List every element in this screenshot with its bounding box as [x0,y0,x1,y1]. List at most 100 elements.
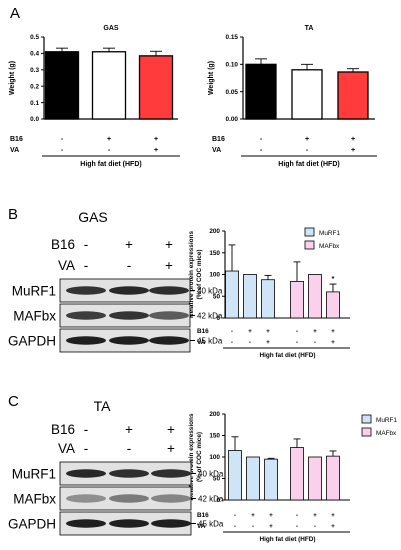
kda-label: 45 kDa [197,337,223,346]
b16-sign: + [248,328,252,335]
va-sign: - [314,523,316,530]
y-axis-label: Relative protein expressions [188,231,195,318]
bar-murf1-0 [228,450,242,501]
blot-va-sign: - [84,258,89,273]
blot-va-sign: + [165,258,173,273]
y-axis-label: (% of COC mice) [196,432,203,482]
blot-b16-sign: + [125,237,133,252]
blot-b16-label: B16 [51,237,75,252]
legend-label-mafbx: MAFbx [376,430,397,437]
y-tick-label: 50 [213,293,221,300]
kda-label: 45 kDa [198,520,224,529]
y-tick-label: 0.00 [226,116,239,123]
va-row-label: VA [197,339,206,346]
bar-murf1-2 [264,458,278,501]
panel-letter-c: C [8,393,19,410]
kda-label: 42 kDa [197,312,223,321]
chart-title: GAS [103,25,119,32]
y-tick-label: 0.4 [30,51,39,58]
va-sign: + [154,147,158,154]
b16-sign: + [107,136,111,143]
va-sign: - [306,147,309,154]
blot-protein-label: MuRF1 [12,467,56,482]
legend-label-murf1: MuRF1 [319,230,340,237]
bar-1 [91,51,127,120]
blot-band [151,494,191,503]
va-sign: - [249,339,251,346]
bar-1 [291,69,323,120]
bar-mafbx-0 [290,281,304,319]
y-tick-label: 150 [209,433,220,440]
y-tick-label: 0.2 [30,83,39,90]
va-sign: + [351,147,355,154]
blot-band [151,469,191,478]
b16-sign: - [296,512,298,519]
kda-label: 40 kDa [197,287,223,296]
y-tick-label: 0.1 [30,100,39,107]
blot-va-label: VA [58,441,75,456]
chart-title: TA [305,25,314,32]
bar-murf1-2 [261,279,275,319]
bar-2 [337,71,369,120]
bar-0 [245,63,277,120]
bar-murf1-1 [246,456,260,501]
blot-band [66,494,106,503]
b16-sign: - [260,136,263,143]
blot-b16-sign: - [84,422,89,437]
y-tick-label: 0.5 [30,34,39,41]
blot-va-sign: - [127,441,132,456]
bar-mafbx-2 [326,455,340,501]
b16-sign: + [266,328,270,335]
va-sign: - [108,147,111,154]
y-tick-label: 0 [216,315,220,322]
blot-band [66,519,106,528]
y-tick-label: 0 [216,497,220,504]
blot-band [149,336,189,345]
b16-sign: + [313,512,317,519]
va-sign: + [331,523,335,530]
blot-protein-label: MuRF1 [12,284,56,299]
y-axis-label: Weight (g) [208,61,215,95]
va-sign: - [260,147,263,154]
group-label: High fat diet (HFD) [259,352,315,359]
group-label: High fat diet (HFD) [259,536,315,543]
blot-protein-label: GAPDH [8,334,56,349]
gas-protein-chart: Relative protein expressions (% of COC mi… [188,227,350,359]
y-axis-label: (% of COC mice) [196,249,203,299]
y-tick-label: 100 [209,454,220,461]
b16-row-label: B16 [197,328,209,335]
y-axis-label: Relative protein expressions [188,413,195,500]
blot-protein-label: GAPDH [8,517,56,532]
va-sign: - [296,523,298,530]
b16-sign: + [351,136,355,143]
panel-letter-b: B [8,206,18,223]
blot-b16-sign: - [84,237,89,252]
va-sign: + [269,523,273,530]
b16-sign: + [251,512,255,519]
va-sign: - [61,147,64,154]
va-sign: - [252,523,254,530]
b16-sign: + [313,328,317,335]
kda-label: 42 kDa [198,495,224,504]
blot-band [149,311,189,320]
blot-protein-label: MAFbx [13,492,56,507]
y-tick-label: 200 [209,228,220,235]
blot-b16-label: B16 [51,422,75,437]
y-tick-label: 0.0 [30,116,39,123]
va-sign: + [331,339,335,346]
b16-row-label: B16 [212,136,225,143]
va-sign: - [314,339,316,346]
legend-swatch-murf1 [361,414,372,424]
legend-swatch-mafbx [361,427,372,437]
bar-2 [138,55,174,120]
y-tick-label: 0.3 [30,67,39,74]
va-sign: - [296,339,298,346]
bar-murf1-1 [243,274,257,319]
blot-b16-sign: + [165,237,173,252]
blot-tissue-label: GAS [78,209,108,225]
y-tick-label: 0.10 [226,62,239,69]
b16-row-label: B16 [197,512,209,519]
b16-sign: - [234,512,236,519]
blot-band [66,469,106,478]
